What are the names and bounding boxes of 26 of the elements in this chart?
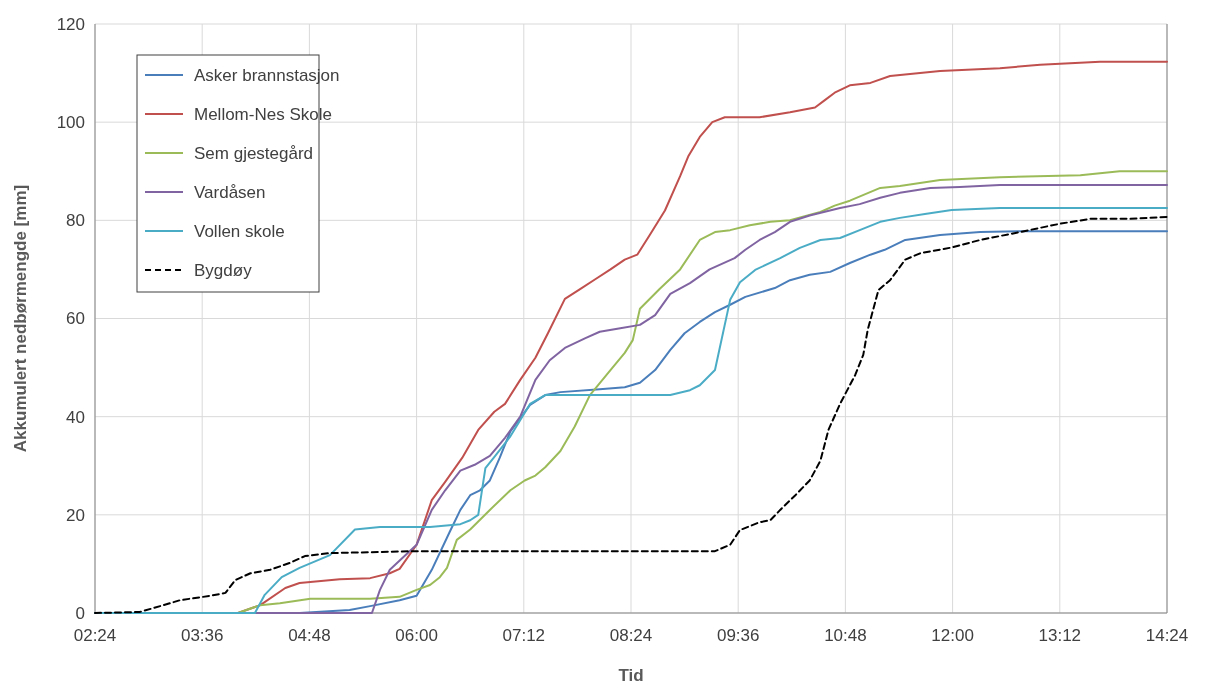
x-tick-label: 09:36 <box>716 626 760 645</box>
x-tick-label: 14:24 <box>1145 626 1189 645</box>
y-tick-label: 20 <box>66 505 85 525</box>
x-tick-label: 13:12 <box>1038 626 1082 645</box>
legend-label: Mellom-Nes Skole <box>194 104 332 124</box>
legend-label: Bygdøy <box>194 260 253 280</box>
x-tick-label: 10:48 <box>824 626 867 645</box>
x-tick-label: 12:00 <box>931 626 974 645</box>
x-axis-title: Tid <box>618 666 644 685</box>
y-axis-title: Akkumulert nedbørmengde [mm] <box>11 184 30 453</box>
x-tick-label: 02:24 <box>73 626 117 645</box>
x-tick-label: 07:12 <box>502 626 546 645</box>
legend-label: Vardåsen <box>194 182 266 202</box>
legend-label: Asker brannstasjon <box>194 65 340 85</box>
x-tick-label: 06:00 <box>395 626 438 645</box>
y-tick-label: 60 <box>66 309 85 329</box>
y-tick-label: 100 <box>56 113 85 133</box>
y-tick-label: 40 <box>66 407 85 427</box>
y-tick-label: 120 <box>56 14 85 34</box>
y-tick-label: 80 <box>66 211 85 231</box>
y-tick-label: 0 <box>75 603 85 623</box>
legend-label: Vollen skole <box>194 221 285 241</box>
x-tick-label: 04:48 <box>288 626 331 645</box>
legend-label: Sem gjestegård <box>194 143 314 163</box>
x-tick-label: 03:36 <box>180 626 224 645</box>
x-tick-label: 08:24 <box>609 626 653 645</box>
